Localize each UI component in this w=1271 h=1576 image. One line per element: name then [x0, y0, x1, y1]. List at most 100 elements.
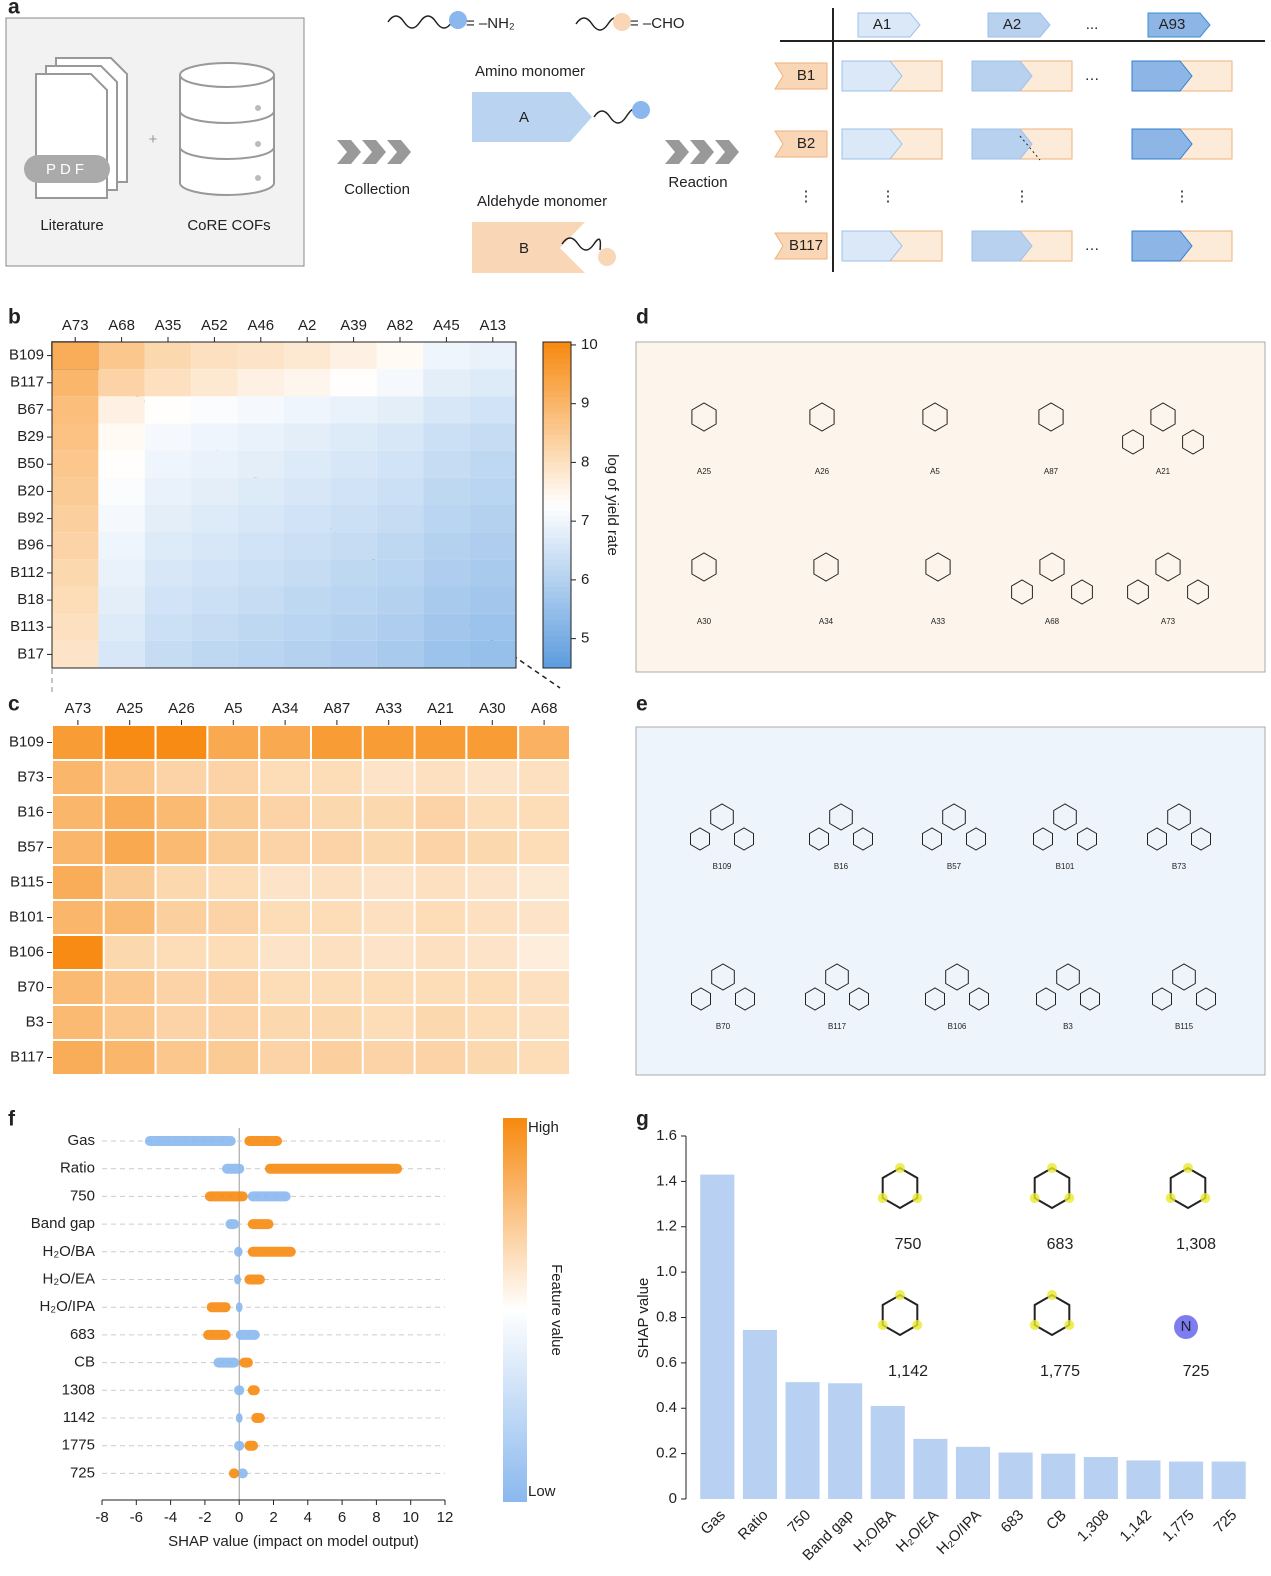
bar	[870, 1405, 905, 1499]
heat-cell	[517, 829, 572, 866]
colorbar-step	[543, 342, 571, 348]
heat-cell	[191, 450, 238, 478]
heat-cell	[310, 864, 364, 901]
heat-cell	[52, 396, 99, 424]
heat-cell	[330, 423, 377, 451]
heat-cell	[423, 532, 470, 560]
y-tick-label: B73	[17, 768, 44, 785]
heat-cell	[98, 450, 145, 478]
x-tick-label: A26	[168, 700, 195, 717]
colorbar-step	[543, 401, 571, 408]
legend-text: = –CHO	[630, 15, 685, 32]
column-label: ...	[1086, 16, 1099, 33]
heat-cell	[258, 864, 313, 901]
heat-cell	[330, 613, 377, 641]
heat-cell	[154, 724, 209, 761]
heat-cell	[206, 1004, 261, 1041]
colorbar	[503, 1118, 527, 1502]
molecule	[711, 963, 735, 991]
molecule	[1053, 803, 1077, 831]
y-tick-label: 0	[669, 1490, 677, 1507]
heat-cell	[361, 829, 416, 866]
source-label: CoRE COFs	[187, 217, 270, 234]
panel-label: d	[636, 306, 649, 329]
row-label: B1	[797, 67, 815, 84]
heat-cell	[330, 450, 377, 478]
heat-cell	[191, 342, 238, 370]
feature-label: CB	[74, 1354, 95, 1371]
x-tick-label: -4	[164, 1509, 177, 1526]
x-tick-label: A34	[272, 700, 299, 717]
heat-cell	[423, 640, 470, 668]
y-tick-label: B3	[26, 1013, 44, 1030]
heat-cell	[413, 864, 468, 901]
cell-amine	[841, 230, 903, 262]
heat-cell	[465, 829, 520, 866]
heat-cell	[237, 450, 284, 478]
heat-cell	[144, 423, 192, 451]
colorbar-step	[543, 624, 571, 631]
pdf-label: PDF	[46, 161, 88, 178]
colorbar-step	[543, 477, 571, 484]
heat-cell	[469, 450, 516, 478]
heat-cell	[237, 559, 284, 587]
heat-cell	[52, 477, 99, 505]
x-tick-label: 750	[784, 1507, 814, 1537]
feature-label: H₂O/BA	[43, 1243, 96, 1260]
molecule	[1182, 429, 1204, 455]
heat-cell	[469, 369, 516, 397]
heat-cell	[191, 505, 238, 533]
swarm	[235, 1302, 243, 1313]
heat-cell	[413, 899, 468, 936]
heat-cell	[465, 794, 520, 831]
swarm	[235, 1329, 260, 1340]
compound-label: A30	[697, 617, 712, 626]
molecule	[1011, 579, 1033, 605]
heat-cell	[413, 1004, 468, 1041]
colorbar-step	[543, 461, 571, 468]
heat-cell	[310, 934, 364, 971]
monomer-label: Amino monomer	[475, 63, 585, 80]
molecule	[734, 827, 754, 851]
heat-cell	[98, 559, 145, 587]
molecule	[922, 827, 942, 851]
feature-label: 750	[70, 1187, 95, 1204]
colorbar-step	[543, 597, 571, 604]
x-tick-label: CB	[1043, 1507, 1070, 1534]
y-axis-label: SHAP value	[635, 1278, 652, 1359]
bar	[785, 1382, 820, 1499]
heat-cell	[102, 1039, 157, 1076]
y-tick-label: B113	[10, 618, 44, 635]
heat-cell	[465, 1004, 520, 1041]
heat-cell	[376, 586, 424, 614]
heat-cell	[52, 342, 99, 370]
molecule	[813, 552, 839, 582]
feature-label: 1142	[63, 1409, 95, 1426]
column-flag	[987, 12, 1051, 38]
heat-cell	[206, 864, 261, 901]
colorbar-step	[543, 450, 571, 457]
heat-cell	[51, 969, 105, 1006]
y-tick-label: B101	[9, 908, 44, 925]
heat-cell	[376, 613, 424, 641]
bar	[998, 1452, 1033, 1499]
compound-label: B115	[1175, 1022, 1194, 1031]
molecule	[969, 987, 989, 1011]
swarm	[234, 1440, 245, 1451]
diag-dots	[1019, 135, 1041, 161]
heat-cell	[284, 505, 331, 533]
heat-cell	[51, 1004, 105, 1041]
heat-cell	[258, 724, 313, 761]
fragment-atom-mark	[1200, 1193, 1211, 1203]
heat-cell	[144, 532, 192, 560]
heat-cell	[413, 794, 468, 831]
heat-cell	[413, 934, 468, 971]
heat-cell	[258, 759, 313, 796]
x-tick-label: A68	[531, 700, 558, 717]
fragment	[881, 1166, 919, 1210]
monomer-letter: B	[519, 240, 529, 257]
swarm	[225, 1219, 240, 1230]
colorbar-step	[543, 483, 571, 490]
heat-cell	[98, 586, 145, 614]
